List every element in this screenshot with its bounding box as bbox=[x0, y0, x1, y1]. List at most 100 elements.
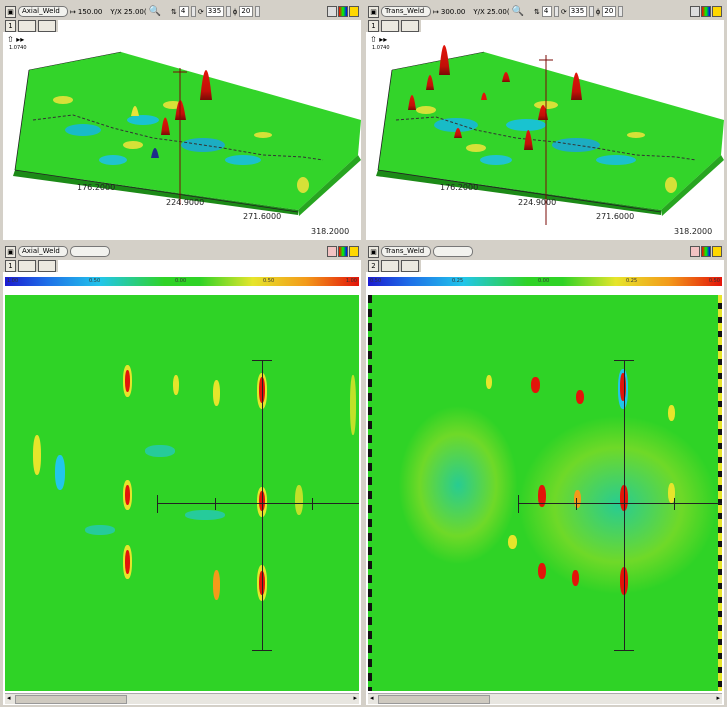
colorbar-label-3: 0.00 bbox=[538, 278, 550, 284]
cursor-horizontal[interactable] bbox=[518, 503, 722, 504]
cursor-horizontal-cap-left bbox=[157, 495, 158, 513]
tab-blank-2[interactable] bbox=[38, 260, 56, 272]
rotate-input[interactable]: 335 bbox=[568, 6, 587, 17]
toolbar-3d-axial: ▣ Axial_Weld ↦ 150.00 Y/X 25.00( 🔍 ⇅ 4 ⟳… bbox=[3, 3, 361, 20]
scan-name-field[interactable]: Trans_Weld bbox=[381, 246, 431, 257]
cursor-vertical-cap-top bbox=[252, 360, 272, 361]
rotate-icon: ⟳ bbox=[560, 7, 567, 16]
tilt-spinner[interactable] bbox=[553, 6, 559, 17]
colorbar-label-5: 0.50 bbox=[708, 278, 720, 284]
axis-tick-4: 318.2000 bbox=[311, 227, 350, 236]
colorbar-trans: 0.50 0.25 0.00 0.25 0.50 bbox=[368, 277, 722, 286]
palette-icon[interactable] bbox=[338, 6, 348, 17]
axis-tick-1: 176.2000 bbox=[440, 183, 479, 192]
scroll-right-arrow-icon[interactable]: ▸ bbox=[353, 694, 357, 702]
colorbar-label-3: 0.00 bbox=[175, 278, 187, 284]
cursor-tick-mid bbox=[215, 498, 216, 510]
scan-name-field[interactable]: Axial_Weld bbox=[18, 246, 68, 257]
scroll-thumb[interactable] bbox=[378, 695, 490, 704]
yx-value: 25.00( bbox=[123, 7, 147, 16]
colorbar-label-2: 0.50 bbox=[89, 278, 101, 284]
tilt-input[interactable]: 4 bbox=[178, 6, 189, 17]
print-icon[interactable] bbox=[327, 246, 337, 257]
export-icon[interactable] bbox=[712, 6, 722, 17]
tab-number[interactable]: 1 bbox=[5, 260, 16, 272]
tab-blank-1[interactable] bbox=[381, 260, 399, 272]
pane-3d-trans: ▣ Trans_Weld ↦ 300.00 Y/X 25.00( 🔍 ⇅ 4 ⟳… bbox=[366, 3, 724, 240]
export-icon[interactable] bbox=[712, 246, 722, 257]
elevation-input[interactable]: 20 bbox=[239, 6, 254, 17]
cursor-vertical[interactable] bbox=[262, 360, 263, 650]
scan-blank-field[interactable] bbox=[433, 246, 473, 257]
tabbar-cscan-trans: 2 bbox=[366, 260, 421, 272]
cursor-vertical-cap-bottom bbox=[614, 650, 634, 651]
rotate-spinner[interactable] bbox=[588, 6, 594, 17]
horizontal-scrollbar[interactable]: ◂ ▸ bbox=[5, 693, 359, 704]
colorbar-label-2: 0.25 bbox=[452, 278, 464, 284]
scroll-thumb[interactable] bbox=[15, 695, 127, 704]
tab-blank-1[interactable] bbox=[18, 20, 36, 32]
tab-number[interactable]: 1 bbox=[5, 20, 16, 32]
elevation-icon: ϕ bbox=[232, 7, 238, 16]
tab-number[interactable]: 1 bbox=[368, 20, 379, 32]
tab-number[interactable]: 2 bbox=[368, 260, 379, 272]
cscan-image-axial[interactable] bbox=[5, 295, 359, 691]
axis-arrows-icon: ⇧ ▸▸ bbox=[370, 35, 388, 44]
toolbar-3d-trans: ▣ Trans_Weld ↦ 300.00 Y/X 25.00( 🔍 ⇅ 4 ⟳… bbox=[366, 3, 724, 20]
tab-blank-2[interactable] bbox=[401, 260, 419, 272]
scan-blank-field[interactable] bbox=[70, 246, 110, 257]
palette-icon[interactable] bbox=[701, 6, 711, 17]
rotate-input[interactable]: 335 bbox=[205, 6, 224, 17]
scan-name-field[interactable]: Axial_Weld bbox=[18, 6, 68, 17]
yx-label: Y/X bbox=[110, 7, 122, 16]
cursor-tick-right bbox=[674, 498, 675, 510]
cscan-image-trans[interactable] bbox=[368, 295, 722, 691]
tab-blank-1[interactable] bbox=[381, 20, 399, 32]
view-menu-button[interactable]: ▣ bbox=[5, 5, 16, 18]
surface-3d-axial bbox=[13, 51, 361, 216]
colorbar-label-4: 0.50 bbox=[263, 278, 275, 284]
cursor-vertical-cap-bottom bbox=[252, 650, 272, 651]
zoom-icon[interactable]: 🔍 bbox=[148, 6, 162, 17]
tilt-icon: ⇅ bbox=[534, 7, 540, 16]
right-edge-dashes bbox=[718, 295, 722, 691]
view-menu-button[interactable]: ▣ bbox=[368, 245, 379, 258]
tabbar-cscan-axial: 1 bbox=[3, 260, 58, 272]
zoom-icon[interactable]: 🔍 bbox=[511, 6, 525, 17]
scroll-left-arrow-icon[interactable]: ◂ bbox=[7, 694, 11, 702]
print-icon[interactable] bbox=[690, 246, 700, 257]
elevation-spinner[interactable] bbox=[618, 6, 624, 17]
cursor-vertical[interactable] bbox=[624, 360, 625, 650]
elevation-input[interactable]: 20 bbox=[602, 6, 617, 17]
scroll-left-arrow-icon[interactable]: ◂ bbox=[370, 694, 374, 702]
colorbar-label-4: 0.25 bbox=[626, 278, 638, 284]
axis-tick-2: 224.9000 bbox=[166, 198, 205, 207]
horizontal-scrollbar[interactable]: ◂ ▸ bbox=[368, 693, 722, 704]
rotate-spinner[interactable] bbox=[225, 6, 231, 17]
scan-name-field[interactable]: Trans_Weld bbox=[381, 6, 431, 17]
axis-tick-3: 271.6000 bbox=[596, 212, 635, 221]
export-icon[interactable] bbox=[349, 6, 359, 17]
colorbar-label-1: 1.00 bbox=[7, 278, 19, 284]
tilt-spinner[interactable] bbox=[190, 6, 196, 17]
tilt-input[interactable]: 4 bbox=[541, 6, 552, 17]
print-icon[interactable] bbox=[690, 6, 700, 17]
cursor-horizontal[interactable] bbox=[157, 503, 359, 504]
cursor-tick-mid bbox=[576, 498, 577, 510]
export-icon[interactable] bbox=[349, 246, 359, 257]
tab-blank-2[interactable] bbox=[38, 20, 56, 32]
view-menu-button[interactable]: ▣ bbox=[368, 5, 379, 18]
view-menu-button[interactable]: ▣ bbox=[5, 245, 16, 258]
palette-icon[interactable] bbox=[338, 246, 348, 257]
tab-blank-2[interactable] bbox=[401, 20, 419, 32]
scroll-right-arrow-icon[interactable]: ▸ bbox=[716, 694, 720, 702]
tabbar-3d-trans: 1 bbox=[366, 20, 421, 32]
colorbar-axial: 1.00 0.50 0.00 0.50 1.00 bbox=[5, 277, 359, 286]
axis-tick-2: 224.9000 bbox=[518, 198, 557, 207]
elevation-spinner[interactable] bbox=[255, 6, 261, 17]
palette-icon[interactable] bbox=[701, 246, 711, 257]
yx-label: Y/X bbox=[473, 7, 485, 16]
colorbar-label-5: 1.00 bbox=[345, 278, 357, 284]
print-icon[interactable] bbox=[327, 6, 337, 17]
tab-blank-1[interactable] bbox=[18, 260, 36, 272]
